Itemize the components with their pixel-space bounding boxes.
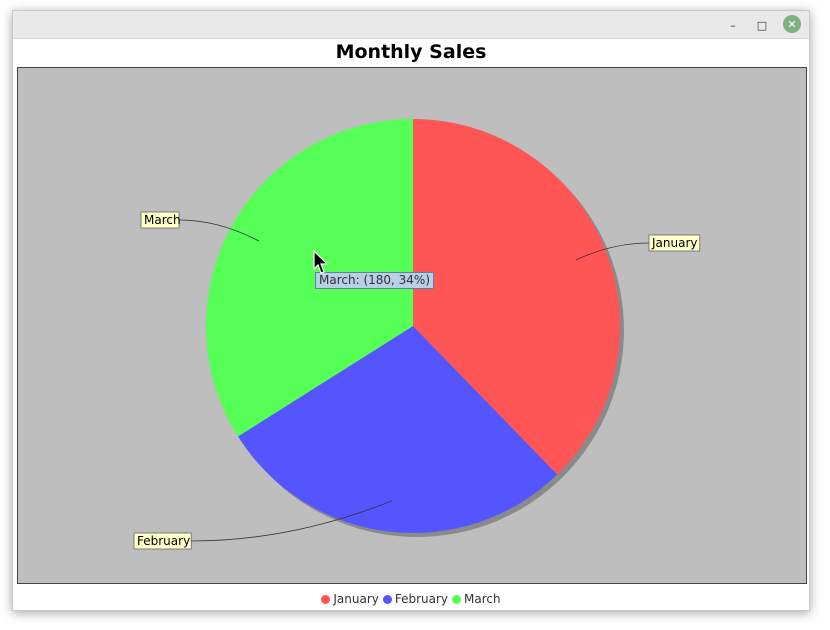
- leader-line: [575, 242, 650, 261]
- legend-item-february[interactable]: February: [382, 592, 449, 606]
- pie-chart[interactable]: January February March: [18, 68, 808, 585]
- slice-label-text: February: [137, 534, 190, 548]
- chart-title: Monthly Sales: [335, 41, 487, 63]
- legend-swatch: [321, 594, 331, 604]
- legend-item-january[interactable]: January: [321, 592, 379, 606]
- slice-label-box: [140, 211, 180, 229]
- legend: January February March: [13, 592, 809, 607]
- legend-label: March: [464, 592, 501, 606]
- close-button[interactable]: ✕: [783, 15, 801, 33]
- title-bar: – □ ✕: [13, 11, 809, 39]
- maximize-button[interactable]: □: [756, 18, 768, 32]
- leader-line: [191, 500, 393, 542]
- legend-label: January: [333, 592, 379, 606]
- plot-area[interactable]: January February March March: (180, 34%): [17, 67, 807, 584]
- pie-slice-january[interactable]: [413, 119, 621, 475]
- slice-label-march: March: [140, 211, 260, 242]
- slice-label-text: January: [651, 236, 698, 250]
- pie-slice-february[interactable]: [237, 326, 558, 533]
- minimize-button[interactable]: –: [730, 18, 736, 32]
- tooltip: March: (180, 34%): [315, 272, 435, 289]
- pie-slice-march[interactable]: [206, 119, 413, 437]
- leader-line: [178, 219, 260, 242]
- chart-window: – □ ✕ Monthly Sales January February March…: [12, 10, 810, 611]
- legend-item-march[interactable]: March: [452, 592, 501, 606]
- slice-label-box: [133, 532, 192, 550]
- legend-label: February: [394, 592, 449, 606]
- cursor-arrow-icon: [313, 250, 329, 274]
- legend-swatch: [382, 594, 392, 604]
- slice-label-february: February: [133, 500, 393, 550]
- legend-swatch: [452, 594, 462, 604]
- slice-label-january: January: [575, 234, 701, 261]
- slice-label-text: March: [144, 213, 181, 227]
- slice-label-box: [648, 234, 701, 252]
